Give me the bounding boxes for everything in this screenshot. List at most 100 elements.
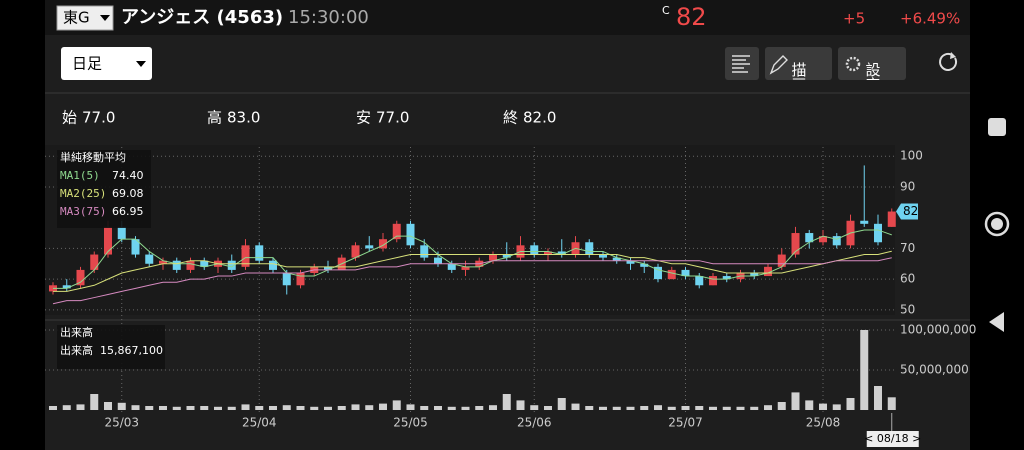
candle-body xyxy=(750,272,759,277)
candle-body xyxy=(351,245,360,258)
volume-bar xyxy=(186,406,195,410)
ohlc-label: 始 xyxy=(62,109,77,127)
icon xyxy=(732,55,750,73)
volume-bar xyxy=(337,406,346,410)
candle-body xyxy=(626,260,635,264)
candle-body xyxy=(791,233,800,255)
candle-body xyxy=(255,245,264,261)
market-select[interactable]: 東G xyxy=(56,5,114,31)
settings-button[interactable]: 設定 xyxy=(838,47,906,93)
candle-body xyxy=(200,260,209,267)
x-tick-label: 25/04 xyxy=(242,416,277,430)
volume-bar xyxy=(296,406,305,410)
volume-bar xyxy=(392,400,401,410)
refresh-icon[interactable] xyxy=(939,52,958,71)
price: 82 xyxy=(676,3,707,31)
volume-bar xyxy=(667,406,676,410)
legend-name: MA1(5) xyxy=(60,169,100,182)
close-mark: C xyxy=(662,4,670,17)
button-label: 描画 xyxy=(790,62,808,92)
volume-bar xyxy=(434,406,442,410)
candle-body xyxy=(282,272,291,286)
legend-value: 74.40 xyxy=(112,169,144,182)
volume-bar xyxy=(324,406,332,410)
back-button[interactable] xyxy=(989,312,1004,332)
ohlc-value: 77.0 xyxy=(376,109,409,127)
volume-bar xyxy=(461,406,470,410)
volume-bar xyxy=(654,405,662,410)
dropdown-arrow xyxy=(100,15,110,21)
volume-bar xyxy=(214,406,222,410)
volume-bar xyxy=(846,398,855,410)
ohlc-label: 終 xyxy=(503,109,518,127)
ohlc-value: 82.0 xyxy=(523,109,556,127)
indicator-button[interactable] xyxy=(725,47,759,80)
volume-bar xyxy=(736,406,745,410)
x-tick-label: 25/03 xyxy=(104,416,139,430)
y-tick-label: 50,000,000 xyxy=(900,363,969,377)
ohlc-value: 77.0 xyxy=(82,109,115,127)
volume-bar xyxy=(131,405,140,410)
candle-body xyxy=(62,285,71,289)
legend-box xyxy=(57,325,165,369)
ohlc-label: 安 xyxy=(356,109,371,127)
volume-bar xyxy=(406,404,415,410)
volume-bar xyxy=(695,406,704,410)
candle-body xyxy=(667,269,676,280)
candle-body xyxy=(324,266,332,270)
price-tag-label: 82 xyxy=(903,204,918,218)
candle-body xyxy=(612,257,621,261)
volume-bar xyxy=(269,406,277,410)
candle-body xyxy=(557,251,566,255)
volume-bar xyxy=(681,406,690,410)
nav-bar xyxy=(984,118,1010,332)
draw-button[interactable]: 描画 xyxy=(765,47,832,92)
candle-body xyxy=(874,223,882,243)
candle-body xyxy=(269,260,277,270)
volume-bar xyxy=(200,406,209,410)
home-button[interactable] xyxy=(984,211,1010,237)
candle-body xyxy=(654,266,662,280)
candle-body xyxy=(76,269,85,286)
candle-body xyxy=(227,260,236,270)
candle-body xyxy=(447,263,456,270)
ohlc-row: 始 77.0 高 83.0 安 77.0 終 82.0 xyxy=(62,109,556,127)
candle-body xyxy=(365,245,374,249)
gear-icon xyxy=(845,56,861,72)
volume-bar xyxy=(172,406,181,410)
candle-body xyxy=(420,245,429,258)
header-bar xyxy=(45,0,970,35)
y-tick-label: 50 xyxy=(900,302,915,316)
change: +5 xyxy=(843,10,865,28)
candle-body xyxy=(434,257,442,264)
x-tick-label: 25/07 xyxy=(668,416,703,430)
volume-bar xyxy=(104,402,112,410)
legend-title: 単純移動平均 xyxy=(60,150,126,164)
x-tick-label: 25/08 xyxy=(806,416,841,430)
ma-line xyxy=(53,250,892,292)
candle-body xyxy=(777,254,786,267)
candle-body xyxy=(681,269,690,277)
volume-bar xyxy=(709,406,717,410)
market: 東G xyxy=(63,9,90,27)
volume-bar xyxy=(145,406,154,410)
volume-bar xyxy=(585,406,594,410)
cursor-date: < 08/18 > xyxy=(864,432,921,445)
candle-body xyxy=(819,236,827,243)
volume-bar xyxy=(819,403,827,410)
volume-bar xyxy=(832,404,841,410)
volume-bar xyxy=(599,406,607,410)
volume-bar xyxy=(557,398,566,410)
candle-body xyxy=(90,254,99,270)
volume-bar xyxy=(282,405,291,410)
volume-bar xyxy=(62,405,71,410)
volume-bar xyxy=(571,403,580,410)
period-select[interactable]: 日足 xyxy=(61,47,152,80)
ohlc-value: 83.0 xyxy=(227,109,260,127)
volume-bar xyxy=(255,406,264,410)
legend-name: MA3(75) xyxy=(60,205,106,218)
candle-body xyxy=(489,254,497,261)
candle-body xyxy=(832,236,841,246)
recents-button[interactable] xyxy=(988,118,1006,136)
time: 15:30:00 xyxy=(288,7,369,28)
